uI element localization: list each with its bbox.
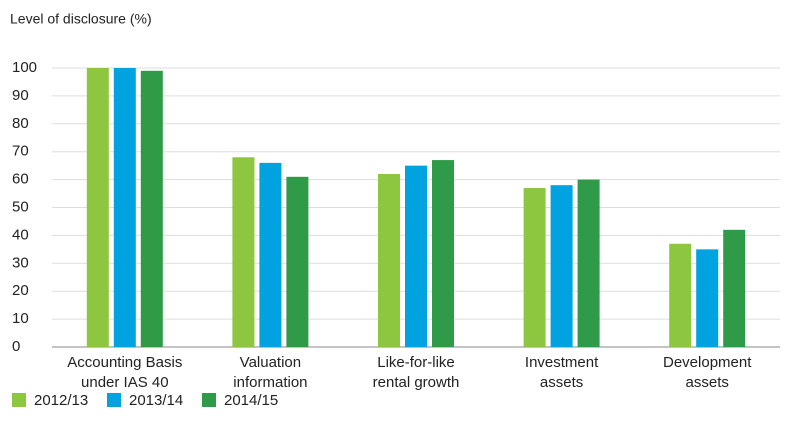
- y-tick-label: 70: [12, 143, 29, 160]
- x-tick-label: Investment: [525, 354, 599, 371]
- legend-label: 2014/15: [224, 392, 278, 409]
- bar: [577, 179, 600, 347]
- x-tick-label: Like-for-like: [377, 354, 455, 371]
- bar: [432, 160, 454, 347]
- x-tick-label: Accounting Basis: [67, 354, 182, 371]
- chart-title: Level of disclosure (%): [10, 11, 152, 27]
- y-tick-label: 0: [12, 338, 20, 355]
- bar: [86, 68, 109, 347]
- legend-swatch: [12, 393, 26, 407]
- x-tick-label: assets: [686, 374, 729, 391]
- x-tick-label: information: [233, 374, 307, 391]
- bar: [113, 68, 136, 347]
- bar: [550, 185, 573, 347]
- bar: [286, 176, 309, 347]
- bar: [405, 165, 427, 347]
- legend-label: 2013/14: [129, 392, 183, 409]
- legend-swatch: [107, 393, 121, 407]
- legend-swatch: [202, 393, 216, 407]
- legend-label: 2012/13: [34, 392, 88, 409]
- bar: [232, 157, 255, 347]
- y-tick-label: 30: [12, 254, 29, 271]
- bar: [523, 187, 546, 347]
- x-tick-label: Development: [663, 354, 752, 371]
- y-tick-label: 100: [12, 59, 37, 76]
- bar: [140, 70, 163, 347]
- bar: [259, 162, 282, 347]
- x-tick-label: under IAS 40: [81, 374, 169, 391]
- y-tick-label: 10: [12, 310, 29, 327]
- bar: [669, 243, 692, 347]
- bar: [378, 174, 400, 347]
- bar: [723, 229, 746, 347]
- y-tick-label: 60: [12, 171, 29, 188]
- y-tick-label: 40: [12, 226, 29, 243]
- x-tick-label: Valuation: [240, 354, 301, 371]
- x-tick-label: assets: [540, 374, 583, 391]
- y-tick-label: 50: [12, 198, 29, 215]
- x-tick-label: rental growth: [373, 374, 460, 391]
- y-tick-label: 80: [12, 115, 29, 132]
- y-tick-label: 90: [12, 87, 29, 104]
- bar: [696, 249, 719, 347]
- y-tick-label: 20: [12, 282, 29, 299]
